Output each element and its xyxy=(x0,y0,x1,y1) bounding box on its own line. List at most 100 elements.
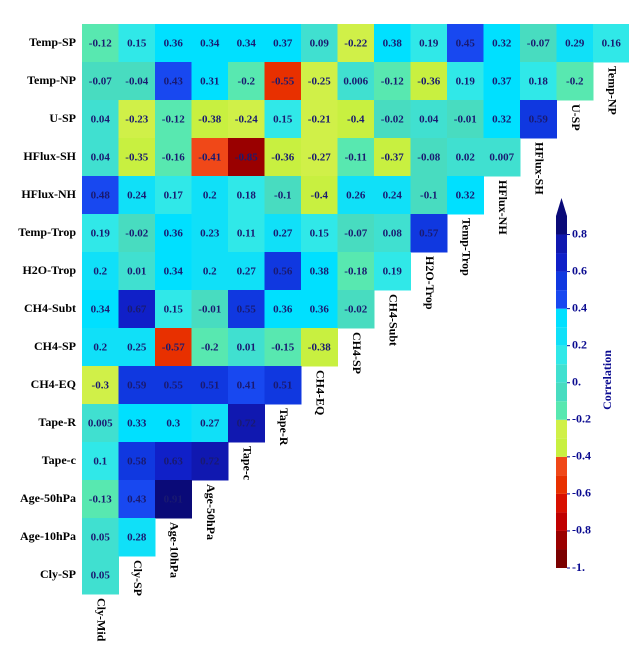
cell-label: -0.3 xyxy=(92,380,110,392)
cell-label: 0.27 xyxy=(200,418,220,430)
row-label: Tape-c xyxy=(42,453,77,467)
cell xyxy=(374,100,411,139)
cell xyxy=(155,328,192,367)
cell xyxy=(301,252,338,291)
row-label: Temp-NP xyxy=(27,73,76,87)
cell xyxy=(301,176,338,215)
cell xyxy=(82,176,119,215)
cell-label: 0.04 xyxy=(419,114,439,126)
cell-label: 0.43 xyxy=(127,494,147,506)
column-label: CH4-SP xyxy=(350,332,364,374)
cell xyxy=(118,290,156,329)
cell-label: -0.04 xyxy=(125,76,148,88)
cell xyxy=(374,24,411,63)
cell-label: 0.15 xyxy=(310,228,330,240)
cell-label: -0.21 xyxy=(308,114,331,126)
cell-label: -0.22 xyxy=(344,38,367,50)
row-label: H2O-Trop xyxy=(22,263,76,277)
cell-label: 0.2 xyxy=(93,266,107,278)
cell xyxy=(264,176,302,215)
cell-label: 0.51 xyxy=(273,380,292,392)
cell-label: 0.33 xyxy=(127,418,147,430)
cell-label: -0.36 xyxy=(417,76,440,88)
cell xyxy=(410,176,448,215)
cell-label: -0.41 xyxy=(198,152,221,164)
cell-label: -0.01 xyxy=(454,114,477,126)
colorbar-bin xyxy=(556,253,567,272)
cell-label: 0.34 xyxy=(91,304,111,316)
cell-label: -0.2 xyxy=(201,342,219,354)
cell xyxy=(82,214,119,253)
cell xyxy=(82,404,119,443)
colorbar-bin xyxy=(556,419,567,439)
colorbar-tick-label: -1. xyxy=(572,560,585,574)
column-label: CH4-EQ xyxy=(314,370,328,415)
cell xyxy=(118,62,156,101)
cell xyxy=(191,214,229,253)
cell-label: -0.02 xyxy=(344,304,367,316)
cell xyxy=(374,176,411,215)
cell-label: 0.15 xyxy=(164,304,184,316)
cell xyxy=(82,24,119,63)
cell xyxy=(410,100,448,139)
row-label: Temp-Trop xyxy=(18,225,76,239)
cell xyxy=(155,480,192,519)
cell-label: 0.04 xyxy=(91,114,111,126)
cell xyxy=(155,442,192,481)
cell-label: 0.91 xyxy=(164,494,183,506)
cell xyxy=(228,24,265,63)
colorbar-bin xyxy=(556,234,567,254)
cell-label: -0.57 xyxy=(162,342,185,354)
cell xyxy=(228,214,265,253)
column-label: H2O-Trop xyxy=(423,256,437,310)
cell xyxy=(155,24,192,63)
cell-label: -0.2 xyxy=(238,76,256,88)
cell-label: 0.25 xyxy=(127,342,147,354)
cell xyxy=(118,366,156,405)
cell xyxy=(118,442,156,481)
cell xyxy=(82,252,119,291)
cell-label: 0.37 xyxy=(273,38,293,50)
cell xyxy=(191,62,229,101)
cell xyxy=(264,214,302,253)
cell xyxy=(155,252,192,291)
cell xyxy=(82,556,119,595)
colorbar-tick-label: 0.2 xyxy=(572,337,587,351)
cell-label: -0.2 xyxy=(566,76,584,88)
cell xyxy=(118,100,156,139)
cell-label: -0.38 xyxy=(308,342,331,354)
row-label: Age-50hPa xyxy=(20,491,76,505)
cell-label: 0.27 xyxy=(273,228,293,240)
cell-label: -0.4 xyxy=(311,190,329,202)
cell xyxy=(191,138,229,177)
cell-label: 0.18 xyxy=(529,76,549,88)
colorbar-bin xyxy=(556,271,567,291)
cell-label: -0.07 xyxy=(527,38,550,50)
cell xyxy=(410,62,448,101)
cell-label: 0.007 xyxy=(489,152,514,164)
cell-label: 0.2 xyxy=(203,190,217,202)
cell-label: 0.36 xyxy=(164,228,184,240)
cell-label: 0.36 xyxy=(164,38,184,50)
cell xyxy=(264,138,302,177)
cell-label: 0.31 xyxy=(200,76,219,88)
cell-label: 0.27 xyxy=(237,266,257,278)
column-label: Tape-c xyxy=(241,446,255,481)
cell-label: -0.12 xyxy=(89,38,112,50)
cell-label: 0.2 xyxy=(93,342,107,354)
colorbar-bin xyxy=(556,327,567,346)
cell-label: -0.12 xyxy=(162,114,185,126)
row-label: Cly-SP xyxy=(40,567,76,581)
cell xyxy=(191,176,229,215)
colorbar-bin xyxy=(556,382,567,402)
cell-label: 0.18 xyxy=(237,190,257,202)
cell-label: -0.85 xyxy=(235,152,258,164)
colorbar-tick-label: -0.4 xyxy=(572,449,591,463)
cell xyxy=(191,328,229,367)
column-label: HFlux-NH xyxy=(496,180,510,235)
cell-label: -0.23 xyxy=(125,114,148,126)
cell xyxy=(82,100,119,139)
cell-label: 0.34 xyxy=(237,38,257,50)
colorbar-label: Correlation xyxy=(600,350,614,410)
cell xyxy=(155,404,192,443)
